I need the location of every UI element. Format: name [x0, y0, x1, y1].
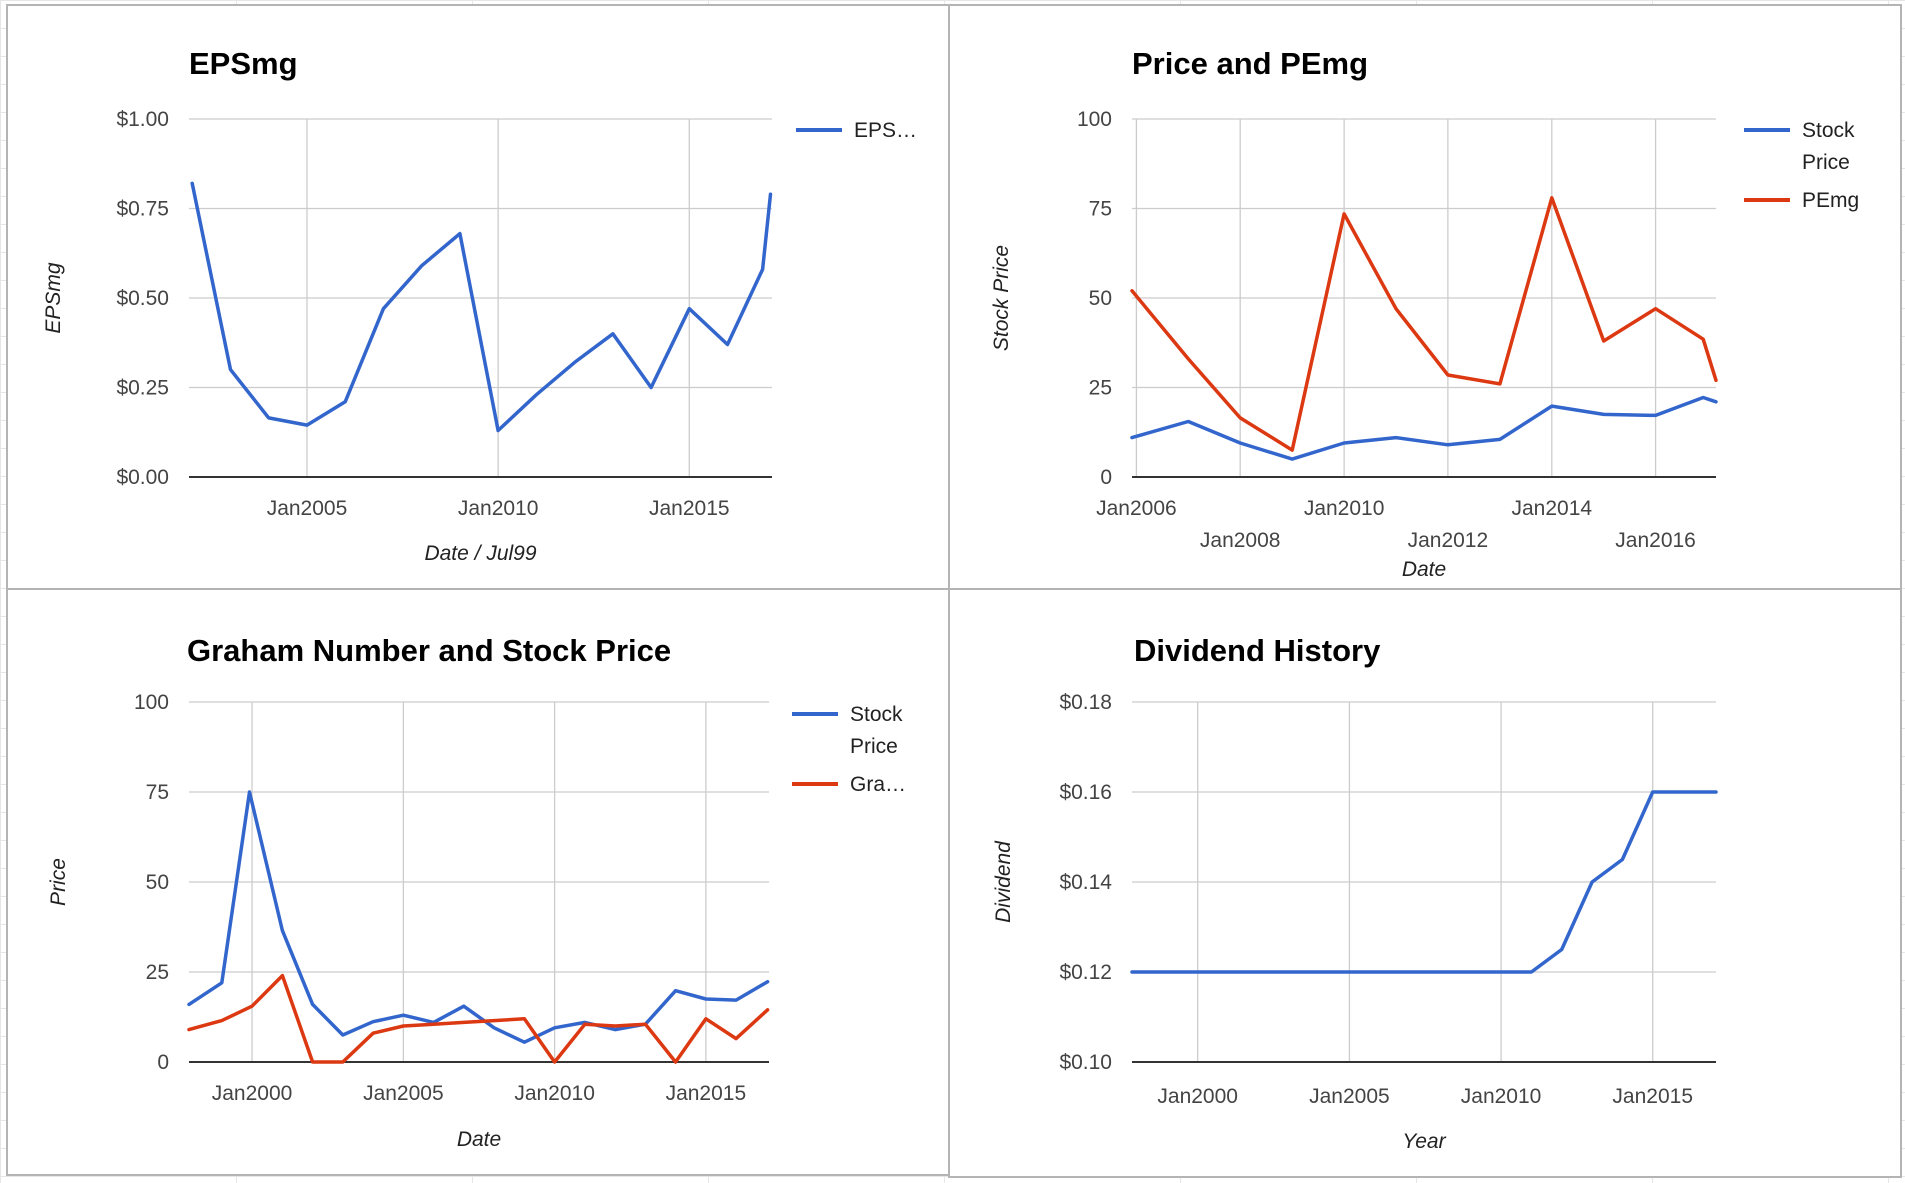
chart-title: Graham Number and Stock Price [187, 633, 671, 668]
y-tick-label: 25 [1089, 377, 1112, 400]
y-tick-label: 100 [134, 691, 169, 714]
y-tick-label: 0 [157, 1051, 169, 1074]
x-tick-label: Jan2000 [212, 1082, 293, 1105]
y-tick-label: 100 [1077, 108, 1112, 131]
y-tick-label: $0.10 [1059, 1051, 1112, 1074]
x-axis-title: Date / Jul99 [424, 542, 536, 565]
series-line-1[interactable] [1130, 196, 1718, 452]
chart-panel-graham[interactable]: Graham Number and Stock Price 0 25 50 75 100 J… [6, 588, 950, 1176]
x-tick-label: Jan2015 [1612, 1085, 1693, 1108]
x-tick-label: Jan2010 [1304, 497, 1385, 520]
y-tick-label: $0.75 [116, 198, 169, 221]
y-axis-title: Price [47, 858, 70, 906]
epsmg-chart-svg: EPSmg $0.00 $0.25 $0.50 $0.75 $1.00 Jan2005 Jan… [42, 46, 917, 565]
y-tick-label: $0.25 [116, 377, 169, 400]
chart-panel-dividend[interactable]: Dividend History $0.10 $0.12 $0.14 $0.16 $0.1… [948, 588, 1902, 1178]
x-tick-label: Jan2005 [267, 497, 348, 520]
x-tick-label: Jan2012 [1408, 529, 1489, 552]
chart-panel-price-pemg[interactable]: Price and PEmg 0 25 50 75 100 Jan2006 Jan2008 Ja… [948, 4, 1902, 590]
y-tick-label: $0.14 [1059, 871, 1112, 894]
legend-entry[interactable]: PEmg [1802, 189, 1859, 212]
legend-entry[interactable]: Stock Price [850, 703, 903, 758]
x-tick-label: Jan2010 [1461, 1085, 1542, 1108]
x-tick-label: Jan2008 [1200, 529, 1281, 552]
y-tick-label: 50 [1089, 287, 1112, 310]
x-tick-label: Jan2015 [649, 497, 730, 520]
price-pemg-chart-svg: Price and PEmg 0 25 50 75 100 Jan2006 Jan2008 Ja… [990, 46, 1859, 581]
x-tick-label: Jan2006 [1096, 497, 1177, 520]
x-tick-label: Jan2016 [1615, 529, 1696, 552]
y-tick-label: 25 [146, 961, 169, 984]
y-axis-title: Stock Price [990, 245, 1013, 351]
y-tick-label: 50 [146, 871, 169, 894]
legend-entry[interactable]: Gra… [850, 773, 906, 796]
y-tick-label: $0.16 [1059, 781, 1112, 804]
x-tick-label: Jan2000 [1157, 1085, 1238, 1108]
chart-panel-epsmg[interactable]: EPSmg $0.00 $0.25 $0.50 $0.75 $1.00 Jan2005 Jan… [6, 4, 950, 590]
x-tick-label: Jan2014 [1512, 497, 1593, 520]
legend-entry[interactable]: Stock Price [1802, 119, 1855, 174]
chart-title: Price and PEmg [1132, 46, 1368, 81]
y-tick-label: 75 [146, 781, 169, 804]
series-line-1[interactable] [187, 973, 770, 1064]
y-tick-label: $1.00 [116, 108, 169, 131]
y-axis-title: Dividend [992, 840, 1015, 923]
dividend-chart-svg: Dividend History $0.10 $0.12 $0.14 $0.16 $0.1… [992, 633, 1718, 1153]
x-tick-label: Jan2010 [458, 497, 539, 520]
y-tick-label: $0.12 [1059, 961, 1112, 984]
x-tick-label: Jan2015 [666, 1082, 747, 1105]
series-line-0[interactable] [187, 790, 770, 1044]
y-tick-label: $0.18 [1059, 691, 1112, 714]
y-tick-label: $0.00 [116, 466, 169, 489]
x-axis-title: Date [1402, 558, 1446, 581]
y-tick-label: 0 [1100, 466, 1112, 489]
y-axis-title: EPSmg [42, 262, 65, 334]
y-tick-label: 75 [1089, 198, 1112, 221]
x-tick-label: Jan2005 [1309, 1085, 1390, 1108]
chart-title: EPSmg [189, 46, 298, 81]
x-axis-title: Year [1402, 1130, 1446, 1153]
series-line-0[interactable] [1130, 395, 1718, 461]
graham-chart-svg: Graham Number and Stock Price 0 25 50 75 100 J… [47, 633, 906, 1151]
series-line-0[interactable] [1130, 790, 1718, 974]
y-tick-label: $0.50 [116, 287, 169, 310]
series-line-0[interactable] [190, 181, 773, 433]
x-tick-label: Jan2005 [363, 1082, 444, 1105]
x-axis-title: Date [457, 1128, 501, 1151]
x-tick-label: Jan2010 [514, 1082, 595, 1105]
legend-entry[interactable]: EPS… [854, 119, 917, 142]
chart-title: Dividend History [1134, 633, 1381, 668]
